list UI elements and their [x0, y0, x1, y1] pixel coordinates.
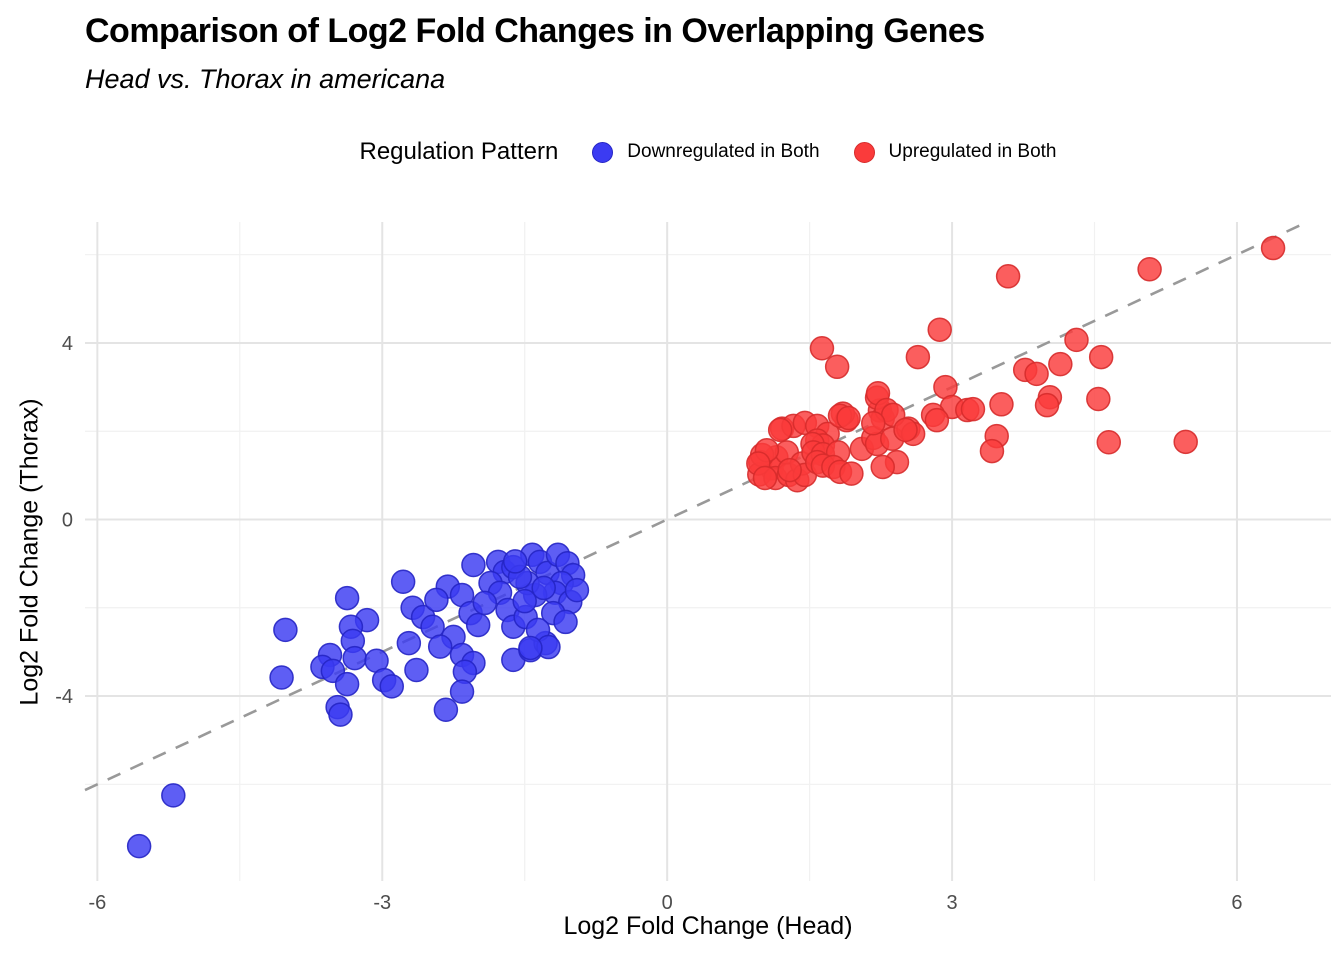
x-tick-label: -3	[373, 892, 391, 914]
data-point	[809, 335, 835, 361]
data-point	[960, 396, 986, 422]
data-point	[404, 657, 429, 683]
data-point	[433, 697, 459, 722]
data-point	[995, 264, 1021, 289]
data-point	[893, 417, 918, 443]
data-point	[1173, 429, 1198, 455]
data-point	[1137, 256, 1162, 282]
data-point	[518, 635, 543, 661]
legend-swatch-red-dot-icon	[853, 141, 875, 163]
y-tick-label: -4	[55, 686, 73, 708]
data-point	[1260, 235, 1286, 261]
identity-reference-line	[84, 220, 1308, 792]
data-point	[839, 461, 864, 486]
y-axis-title-text: Log2 Fold Change (Thorax)	[15, 398, 44, 706]
data-point	[472, 590, 498, 616]
data-point	[777, 457, 802, 483]
data-point	[924, 407, 950, 433]
data-point	[461, 552, 486, 578]
legend-swatch-blue-dot-icon	[592, 141, 614, 163]
data-point	[449, 679, 475, 704]
data-point	[273, 617, 298, 643]
data-point	[502, 549, 528, 574]
y-tick-label: 0	[62, 509, 73, 531]
data-point	[870, 454, 895, 480]
x-axis-title: Log2 Fold Change (Head)	[563, 912, 853, 940]
legend: Regulation Pattern Downregulated in Both…	[85, 130, 1331, 174]
x-tick-label: 0	[662, 892, 673, 914]
data-point	[564, 577, 590, 603]
data-point	[1024, 361, 1049, 387]
data-point	[328, 702, 353, 727]
legend-item-upregulated: Upregulated in Both	[853, 141, 1057, 163]
data-point	[767, 417, 793, 443]
data-point	[752, 465, 778, 491]
y-tick-label: 4	[62, 333, 73, 355]
data-point	[1086, 386, 1111, 412]
legend-title: Regulation Pattern	[359, 138, 559, 165]
data-point	[531, 575, 556, 601]
data-point	[979, 438, 1005, 464]
x-tick-label: 3	[947, 892, 958, 914]
data-point	[836, 405, 861, 431]
x-tick-label: 6	[1231, 892, 1242, 914]
data-point	[927, 317, 952, 342]
chart-subtitle: Head vs. Thorax in americana	[85, 64, 446, 94]
data-point	[379, 674, 405, 699]
data-point	[1096, 430, 1122, 455]
data-point	[269, 665, 294, 690]
data-point	[824, 354, 850, 380]
data-point	[1034, 392, 1060, 418]
data-point	[860, 411, 886, 436]
legend-item-downregulated: Downregulated in Both	[592, 141, 820, 163]
chart-title: Comparison of Log2 Fold Changes in Overl…	[85, 12, 985, 50]
data-point	[424, 587, 449, 613]
data-point	[1048, 351, 1073, 377]
data-point	[342, 645, 367, 671]
data-point	[427, 634, 453, 659]
data-point	[512, 588, 537, 614]
data-point	[126, 833, 152, 859]
data-point	[390, 569, 416, 594]
data-point	[396, 630, 422, 656]
data-point	[1088, 344, 1114, 370]
legend-item-label: Downregulated in Both	[627, 141, 820, 162]
data-point	[1064, 327, 1089, 353]
data-point	[905, 344, 931, 370]
data-point	[553, 609, 578, 635]
legend-item-label: Upregulated in Both	[888, 141, 1057, 162]
data-point	[465, 612, 491, 638]
data-point	[161, 783, 186, 808]
data-point	[989, 392, 1014, 417]
data-point	[334, 671, 360, 697]
x-tick-label: -6	[88, 892, 106, 914]
data-point	[334, 585, 360, 611]
